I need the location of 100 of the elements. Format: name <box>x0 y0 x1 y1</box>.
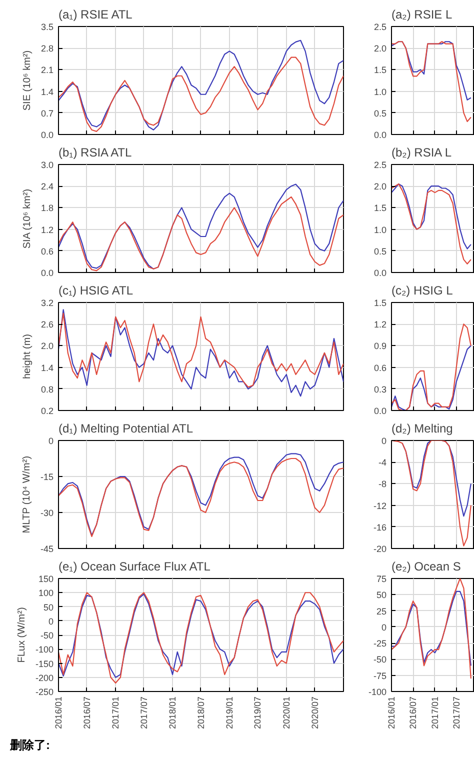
y-tick-label: 0.0 <box>374 130 387 140</box>
y-tick-label: 0.6 <box>374 362 387 373</box>
y-tick-label: 3.2 <box>40 298 54 308</box>
x-tick-label: 2016/07 <box>408 696 418 730</box>
chart-title: (d₁) Melting Potential ATL <box>58 422 194 436</box>
line-series <box>392 183 472 250</box>
y-tick-label: 0 <box>48 436 54 446</box>
y-tick-label: 0.2 <box>40 406 54 416</box>
y-tick-label: 2.0 <box>374 44 387 54</box>
line-series <box>58 56 344 132</box>
y-tick-label: -100 <box>35 644 54 655</box>
x-tick-label: 2016/01 <box>386 696 396 730</box>
y-tick-label: 0.0 <box>374 406 387 416</box>
y-tick-label: 1.0 <box>374 86 387 97</box>
y-tick-label: 25 <box>376 606 387 616</box>
y-tick-label: 50 <box>43 602 54 612</box>
y-tick-label: -12 <box>373 500 387 511</box>
y-axis-title: SIA (10⁶ km²) <box>22 188 33 249</box>
y-tick-label: 1.5 <box>374 65 387 76</box>
y-tick-label: -20 <box>373 544 387 554</box>
x-tick-label: 2018/01 <box>168 696 178 730</box>
y-tick-label: -250 <box>35 687 54 697</box>
chart-title: (a₂) RSIE L <box>392 8 452 22</box>
y-tick-label: 0 <box>48 616 54 626</box>
y-tick-label: 1.2 <box>374 320 387 330</box>
y-tick-label: -25 <box>373 638 387 649</box>
y-tick-label: -8 <box>378 479 387 490</box>
y-tick-label: -50 <box>40 630 54 640</box>
y-tick-label: 2.5 <box>374 22 387 32</box>
y-tick-label: 1.5 <box>374 298 387 308</box>
y-tick-label: 0.7 <box>40 108 54 118</box>
y-tick-label: 100 <box>38 588 54 598</box>
y-tick-label: 1.5 <box>374 203 387 214</box>
y-tick-label: 0.8 <box>40 384 54 394</box>
y-tick-label: 2.0 <box>374 182 387 192</box>
line-series <box>392 183 472 264</box>
x-tick-label: 2017/01 <box>430 696 440 730</box>
y-tick-label: 1.8 <box>40 203 54 214</box>
x-tick-label: 2018/07 <box>196 696 206 730</box>
x-tick-label: 2019/01 <box>224 696 234 730</box>
y-tick-label: 0.0 <box>40 130 54 140</box>
y-tick-label: 150 <box>38 574 54 584</box>
y-tick-label: 0.9 <box>374 341 387 352</box>
y-tick-label: -16 <box>373 522 387 532</box>
x-tick-label: 2020/07 <box>310 696 320 730</box>
text: 删除了: <box>10 738 50 752</box>
y-tick-label: 0.6 <box>40 246 54 256</box>
y-tick-label: 2.4 <box>40 182 54 192</box>
y-tick-label: 2.8 <box>40 44 54 54</box>
y-tick-label: 0.0 <box>40 268 54 278</box>
chart-title: (e₁) Ocean Surface Flux ATL <box>58 560 211 574</box>
y-tick-label: -45 <box>40 544 54 554</box>
y-axis-title: FLux (W/m²) <box>16 607 28 663</box>
y-axis-title: height (m) <box>22 334 33 380</box>
y-tick-label: 0.5 <box>374 108 387 118</box>
y-tick-label: 1.4 <box>40 86 54 97</box>
x-tick-label: 2017/07 <box>138 696 149 730</box>
chart-title: (b₂) RSIA L <box>392 146 452 160</box>
y-tick-label: -50 <box>373 654 387 665</box>
y-tick-label: 1.4 <box>40 362 54 373</box>
y-tick-label: 50 <box>376 590 387 600</box>
chart-title: (c₂) HSIG L <box>392 284 454 298</box>
y-tick-label: -200 <box>35 672 54 683</box>
x-tick-label: 2019/07 <box>252 696 263 730</box>
y-tick-label: -150 <box>35 658 54 669</box>
chart-title: (a₁) RSIE ATL <box>58 8 133 22</box>
y-tick-label: 0.3 <box>374 384 387 394</box>
x-tick-label: 2016/01 <box>54 696 64 730</box>
y-tick-label: 0.0 <box>374 268 387 278</box>
line-series <box>392 578 472 680</box>
y-tick-label: -30 <box>40 508 54 518</box>
y-tick-label: -15 <box>40 472 54 482</box>
y-tick-label: 2.5 <box>374 160 387 170</box>
line-series <box>392 41 472 122</box>
x-tick-label: 2017/01 <box>110 696 121 730</box>
y-axis-title: MLTP (10⁴ W/m²) <box>21 456 32 534</box>
x-tick-label: 2017/07 <box>451 696 462 730</box>
y-tick-label: 2.0 <box>40 341 54 352</box>
y-tick-label: 2.6 <box>40 320 54 330</box>
x-tick-label: 2020/01 <box>281 696 292 730</box>
x-tick-label: 2016/07 <box>82 696 92 730</box>
chart-title: (e₂) Ocean S <box>392 560 461 574</box>
y-tick-label: 1.2 <box>40 224 54 235</box>
y-tick-label: -75 <box>373 670 387 681</box>
y-tick-label: 0 <box>381 622 387 632</box>
line-series <box>58 40 344 130</box>
y-axis-title: SIE (10⁶ km²) <box>22 50 33 111</box>
y-tick-label: -4 <box>378 458 387 468</box>
line-series <box>392 440 472 546</box>
y-tick-label: 75 <box>376 574 387 584</box>
chart-title: (b₁) RSIA ATL <box>58 146 132 160</box>
y-tick-label: 3.0 <box>40 160 54 170</box>
y-tick-label: -100 <box>368 687 386 697</box>
y-tick-label: 0.5 <box>374 246 387 256</box>
chart-title: (c₁) HSIG ATL <box>58 284 134 298</box>
y-tick-label: 3.5 <box>40 22 54 32</box>
y-tick-label: 2.1 <box>40 65 54 76</box>
chart-title: (d₂) Melting <box>392 422 453 436</box>
y-tick-label: 0 <box>381 436 387 446</box>
y-tick-label: 1.0 <box>374 224 387 235</box>
